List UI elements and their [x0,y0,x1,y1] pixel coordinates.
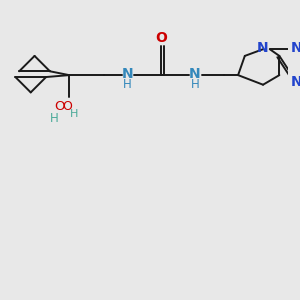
Text: O: O [54,100,65,113]
Text: O: O [155,31,167,45]
Text: N: N [257,41,269,55]
Text: O: O [62,100,72,113]
Text: H: H [70,110,78,119]
Text: N: N [291,41,300,55]
Text: N: N [189,67,201,81]
Text: H: H [123,78,132,91]
Text: H: H [50,112,59,125]
Text: N: N [291,75,300,89]
Text: N: N [122,67,134,81]
Text: H: H [190,78,199,91]
